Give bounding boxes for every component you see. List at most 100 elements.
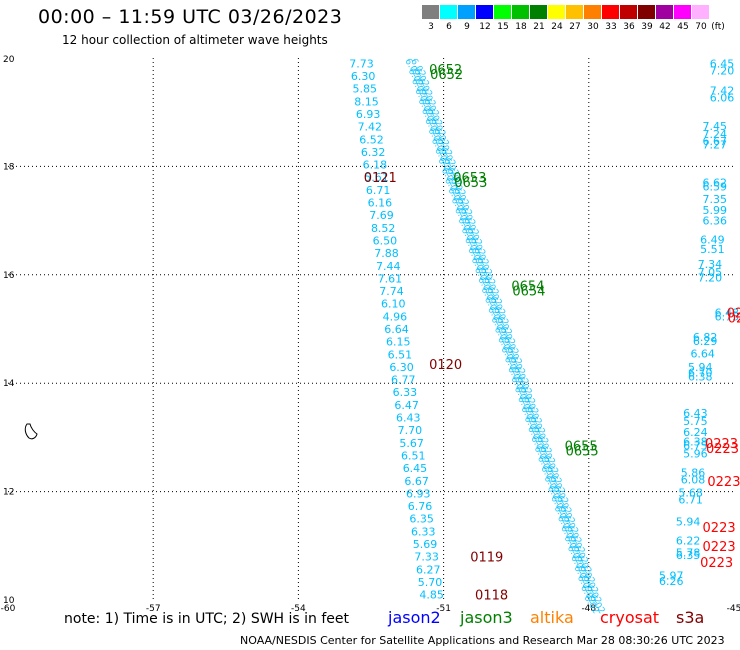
scale-label: 70	[695, 22, 707, 32]
wave-height-value: 6.82	[693, 331, 718, 344]
satellite-legend-jason2: jason2	[388, 608, 441, 627]
x-tick-label: -54	[291, 604, 306, 614]
wave-height-value: 7.73	[349, 57, 374, 70]
pass-label: 0223	[703, 521, 736, 536]
wave-height-value: 7.69	[369, 209, 394, 222]
pass-label: 0223	[706, 442, 739, 457]
wave-height-value: 6.24	[683, 426, 708, 439]
wave-height-value: 7.05	[698, 266, 723, 279]
pass-label: 0655	[566, 445, 599, 460]
wave-height-value: 5.99	[703, 204, 728, 217]
y-tick-label: 18	[3, 162, 15, 172]
pass-label: 0223	[703, 540, 736, 555]
pass-label: 0223	[700, 556, 733, 571]
page-title: 00:00 – 11:59 UTC 03/26/2023	[38, 6, 343, 28]
wave-height-value: 5.94	[676, 515, 701, 528]
y-tick-label: 10	[3, 596, 15, 606]
wave-height-value: 5.75	[683, 415, 708, 428]
scale-label: 12	[479, 22, 491, 32]
pass-label: 0118	[475, 589, 508, 604]
wave-height-value: 6.29	[693, 335, 718, 348]
wave-height-value: 6.35	[676, 549, 701, 562]
scale-label: 39	[641, 22, 653, 32]
axis-tick-labels: -60 -57 -54 -51 -48 -45 10 12 14 16 18 20	[1, 55, 740, 614]
scale-swatch	[494, 5, 511, 19]
pass-label: 022	[727, 307, 740, 322]
wave-height-value: 6.30	[351, 70, 376, 83]
wave-height-value: 6.64	[384, 323, 409, 336]
scale-swatch	[638, 5, 655, 19]
pass-label: 0223	[705, 437, 738, 452]
wave-height-value: 7.44	[376, 260, 401, 273]
wave-height-value: 6.76	[408, 500, 433, 513]
wave-height-value: 5.68	[678, 487, 703, 500]
wave-height-value: 7.35	[703, 193, 728, 206]
wave-height-value: 5.67	[399, 437, 424, 450]
scale-label: 33	[605, 22, 617, 32]
wave-height-value: 6.35	[409, 513, 434, 526]
wave-height-value: 5.70	[418, 576, 443, 589]
footer-credit: NOAA/NESDIS Center for Satellite Applica…	[240, 634, 725, 647]
wave-height-value: 6.70	[688, 366, 713, 379]
wave-height-value: 6.38	[683, 436, 708, 449]
scale-label: 30	[587, 22, 599, 32]
wave-height-value: 8.15	[354, 95, 379, 108]
wave-height-value: 6.36	[703, 215, 728, 228]
wave-height-value: 6.62	[703, 177, 728, 190]
wave-height-value: 5.69	[413, 538, 438, 551]
wave-height-value: 6.27	[416, 563, 441, 576]
y-tick-label: 12	[3, 488, 14, 498]
scale-swatch	[530, 5, 547, 19]
y-tick-label: 16	[3, 271, 15, 281]
island-outline	[24, 423, 38, 440]
scale-label: 24	[551, 22, 563, 32]
wave-height-value: 6.33	[393, 386, 418, 399]
wave-height-value: 6.77	[391, 374, 416, 387]
scale-label: 45	[677, 22, 689, 32]
wave-height-value: 4.85	[419, 589, 444, 602]
scale-swatch	[458, 5, 475, 19]
wave-height-value: 6.38	[688, 371, 713, 384]
wave-height-value: 6.51	[388, 348, 413, 361]
scale-swatch	[476, 5, 493, 19]
y-tick-label: 14	[3, 379, 15, 389]
wave-height-value: 8.52	[371, 222, 396, 235]
pass-label: 0653	[453, 171, 486, 186]
satellite-legend-cryosat: cryosat	[600, 608, 660, 627]
track-a-values: 7.736.305.858.156.937.426.526.326.185.61…	[349, 57, 444, 601]
pass-label: 022	[728, 312, 740, 327]
wave-height-value: 6.45	[403, 462, 428, 475]
wave-height-value: 7.20	[698, 272, 723, 285]
scale-swatch	[620, 5, 637, 19]
scale-swatch	[602, 5, 619, 19]
wave-height-value: 6.67	[703, 135, 728, 148]
wave-height-value: 6.18	[363, 159, 388, 172]
x-tick-label: -60	[1, 604, 16, 614]
scale-swatch	[422, 5, 439, 19]
scale-label: 21	[533, 22, 545, 32]
pass-label: 0121	[364, 171, 397, 186]
wave-height-value: 6.22	[676, 534, 701, 547]
wave-height-value: 7.42	[358, 121, 383, 134]
satellite-legend-jason3: jason3	[460, 608, 513, 627]
wave-height-value: 5.78	[676, 546, 701, 559]
wave-height-value: 5.96	[683, 448, 708, 461]
scale-label: 36	[623, 22, 635, 32]
wave-height-value: 7.42	[710, 85, 735, 98]
x-tick-label: -48	[581, 604, 596, 614]
scale-swatch	[692, 5, 709, 19]
wave-height-value: 6.15	[386, 336, 411, 349]
y-tick-label: 20	[3, 55, 15, 65]
wave-height-value: 6.48	[715, 307, 740, 320]
wave-height-value: 6.50	[373, 234, 398, 247]
wave-height-value: 6.64	[690, 347, 715, 360]
scale-label: 9	[464, 22, 470, 32]
wave-height-value: 6.51	[401, 449, 426, 462]
pass-label: 0119	[470, 551, 503, 566]
wave-height-value: 7.24	[703, 128, 728, 141]
scale-label: 18	[515, 22, 527, 32]
wave-height-value: 4.96	[383, 310, 408, 323]
pass-label: 0652	[430, 68, 463, 83]
x-tick-label: -45	[727, 604, 740, 614]
